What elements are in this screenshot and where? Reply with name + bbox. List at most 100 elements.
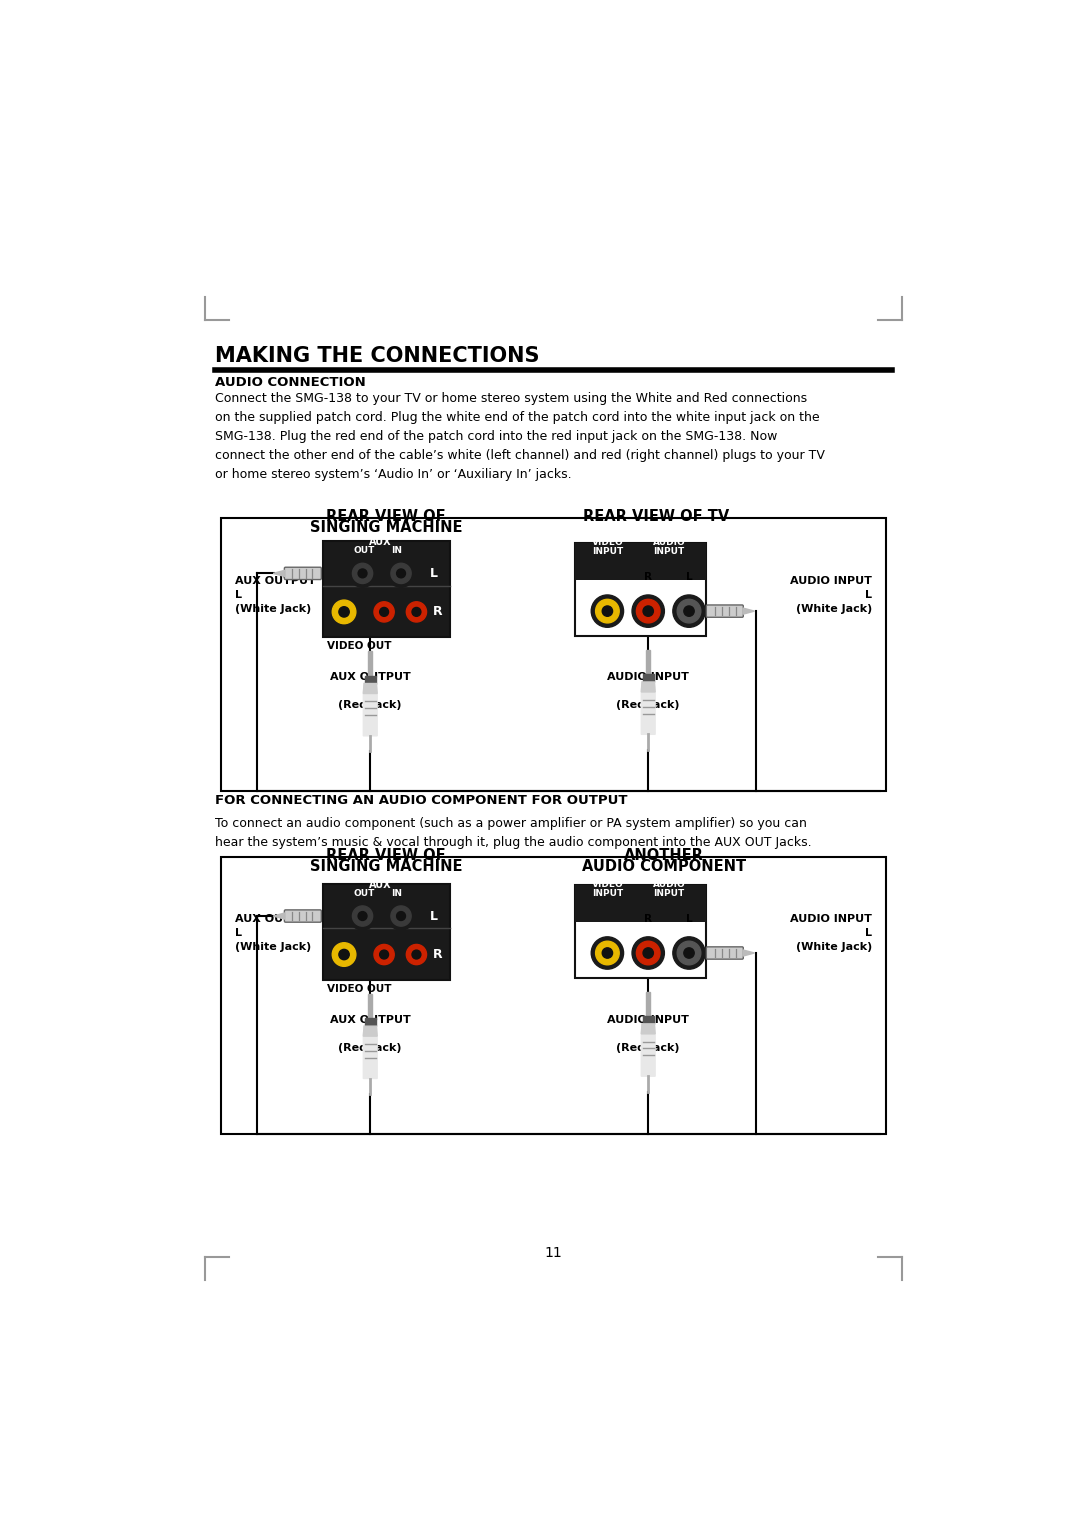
Text: R: R [644,572,652,583]
Text: REAR VIEW OF: REAR VIEW OF [326,509,446,525]
Polygon shape [743,950,755,956]
Text: AUDIO COMPONENT: AUDIO COMPONENT [581,859,745,874]
Polygon shape [643,674,653,682]
Text: IN: IN [391,889,403,898]
Text: AUX OUTPUT
L
(White Jack): AUX OUTPUT L (White Jack) [234,576,315,613]
Circle shape [359,569,367,578]
Circle shape [591,936,623,970]
Text: VIDEO OUT: VIDEO OUT [327,984,392,994]
Text: INPUT: INPUT [592,546,623,555]
Circle shape [603,949,612,958]
Text: AUX OUTPUT
R
(Red Jack): AUX OUTPUT R (Red Jack) [329,673,410,711]
FancyBboxPatch shape [284,567,322,580]
Text: VIDEO: VIDEO [592,538,623,547]
Circle shape [411,607,421,616]
Text: INPUT: INPUT [653,546,685,555]
Circle shape [349,560,377,587]
Polygon shape [273,570,285,576]
Circle shape [636,941,660,965]
Circle shape [684,605,694,616]
Text: AUDIO: AUDIO [652,880,686,889]
Bar [220,857,886,1135]
Circle shape [333,942,356,967]
Circle shape [411,950,421,959]
Text: OUT: OUT [354,889,375,898]
Bar [220,518,886,791]
Text: R: R [433,949,443,961]
Text: VIDEO OUT: VIDEO OUT [327,640,392,651]
Circle shape [374,602,394,622]
Text: FOR CONNECTING AN AUDIO COMPONENT FOR OUTPUT: FOR CONNECTING AN AUDIO COMPONENT FOR OU… [215,793,627,807]
Text: L: L [430,567,438,580]
Circle shape [328,938,361,971]
Circle shape [403,941,430,968]
Polygon shape [743,608,755,615]
Text: To connect an audio component (such as a power amplifier or PA system amplifier): To connect an audio component (such as a… [215,817,811,849]
Text: REAR VIEW OF: REAR VIEW OF [326,848,446,863]
Circle shape [339,950,349,959]
Text: OUT: OUT [354,546,375,555]
Circle shape [595,941,619,965]
Text: L: L [430,909,438,923]
Text: AUDIO INPUT
L
(White Jack): AUDIO INPUT L (White Jack) [791,915,873,953]
Text: MAKING THE CONNECTIONS: MAKING THE CONNECTIONS [215,346,539,366]
Text: ANOTHER: ANOTHER [623,848,703,863]
FancyBboxPatch shape [284,910,322,923]
Polygon shape [642,682,656,692]
Polygon shape [642,1023,656,1077]
Bar [575,884,706,923]
Circle shape [380,607,389,616]
Circle shape [673,595,705,627]
Circle shape [349,903,377,930]
Circle shape [603,605,612,616]
Circle shape [643,949,653,958]
Bar [323,541,449,637]
Circle shape [391,906,411,926]
Text: IN: IN [391,546,403,555]
Circle shape [636,599,660,622]
Circle shape [387,560,415,587]
Text: AUDIO INPUT
R
(Red Jack): AUDIO INPUT R (Red Jack) [607,1014,689,1052]
Text: AUDIO INPUT
L
(White Jack): AUDIO INPUT L (White Jack) [791,576,873,613]
Circle shape [677,599,701,622]
Polygon shape [365,1019,376,1026]
Circle shape [374,944,394,965]
Text: INPUT: INPUT [592,889,623,898]
Text: SINGING MACHINE: SINGING MACHINE [310,859,462,874]
Bar [323,883,449,981]
Polygon shape [368,651,373,676]
Bar [575,543,706,636]
Polygon shape [363,1026,377,1078]
Text: SINGING MACHINE: SINGING MACHINE [310,520,462,535]
Polygon shape [646,991,650,1016]
Polygon shape [363,683,377,694]
Text: AUDIO CONNECTION: AUDIO CONNECTION [215,377,365,389]
Circle shape [595,599,619,622]
Circle shape [391,563,411,584]
Circle shape [387,903,415,930]
Text: R: R [644,913,652,924]
Circle shape [591,595,623,627]
Polygon shape [363,683,377,737]
Polygon shape [273,913,285,920]
Circle shape [643,605,653,616]
Polygon shape [642,1023,656,1034]
Text: AUX: AUX [368,880,391,891]
Circle shape [632,936,664,970]
Polygon shape [363,1026,377,1035]
Circle shape [396,569,405,578]
Text: AUX OUTPUT
L
(White Jack): AUX OUTPUT L (White Jack) [234,915,315,953]
Text: AUDIO: AUDIO [652,538,686,547]
Circle shape [632,595,664,627]
Text: 11: 11 [544,1246,563,1260]
Circle shape [403,598,430,625]
FancyBboxPatch shape [706,605,743,618]
Circle shape [339,607,349,618]
Circle shape [673,936,705,970]
Circle shape [396,912,405,921]
Polygon shape [642,682,656,735]
Text: REAR VIEW OF TV: REAR VIEW OF TV [583,509,729,525]
Circle shape [370,941,397,968]
Text: AUX: AUX [368,537,391,547]
Circle shape [684,949,694,958]
